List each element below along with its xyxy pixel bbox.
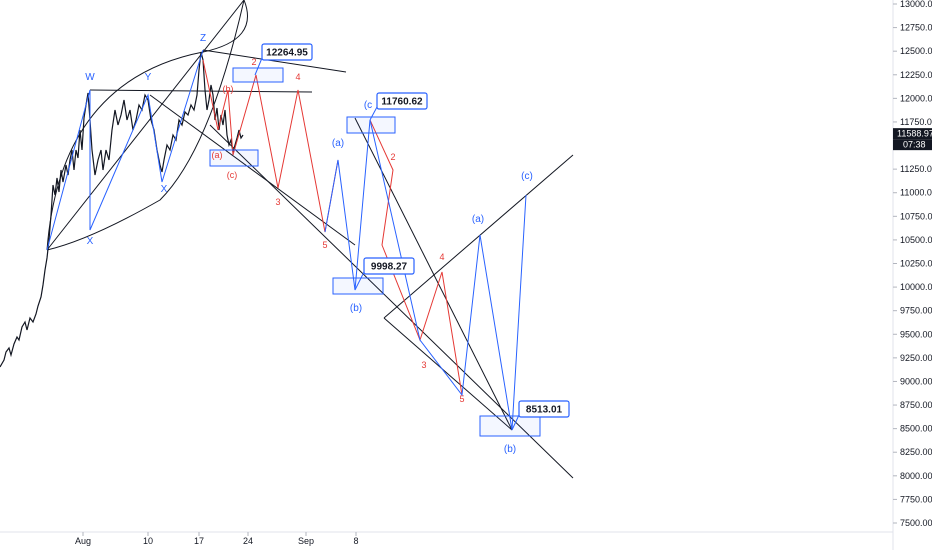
blue-wave-path	[46, 49, 204, 251]
red-wave-path	[202, 59, 339, 233]
y-tick-label: 8250.00	[900, 447, 932, 457]
y-tick-label: 10250.00	[900, 259, 932, 269]
y-tick-label: 10000.00	[900, 282, 932, 292]
y-tick-label: 10500.00	[900, 235, 932, 245]
y-tick-label: 13000.00	[900, 0, 932, 9]
y-tick-label: 12500.00	[900, 46, 932, 56]
red-wave-label: (b)	[223, 84, 234, 94]
trendline	[89, 89, 313, 93]
blue-wave-path	[369, 119, 527, 431]
y-tick-label: 11250.00	[900, 164, 932, 174]
red-wave-label: (c)	[227, 170, 238, 180]
target-box	[479, 415, 541, 437]
red-wave-label: 4	[439, 252, 444, 262]
target-box	[346, 116, 396, 134]
callout-box	[261, 43, 313, 61]
wave-label-top: W	[85, 72, 95, 83]
callout-box	[518, 400, 570, 418]
blue-wave-label: (b)	[504, 444, 516, 455]
callout-pointer	[511, 414, 520, 431]
x-tick-label: 8	[353, 536, 358, 546]
x-tick-label: 24	[243, 536, 253, 546]
red-wave-label: (a)	[212, 150, 223, 160]
trendline	[149, 94, 356, 246]
y-tick-label: 9750.00	[900, 306, 932, 316]
arc-line	[46, 0, 245, 251]
red-wave-label: 3	[275, 197, 280, 207]
y-tick-label: 8500.00	[900, 424, 932, 434]
countdown-badge	[893, 139, 932, 151]
blue-wave-path	[324, 119, 371, 291]
x-tick-label: 17	[194, 536, 204, 546]
callout-label: 11760.62	[381, 97, 423, 108]
last-price-badge	[893, 128, 932, 140]
red-wave-label: 2	[251, 57, 256, 67]
y-tick-label: 7750.00	[900, 494, 932, 504]
x-tick-label: 10	[143, 536, 153, 546]
red-wave-label: 5	[459, 394, 464, 404]
wave-label-bottom: X	[87, 236, 94, 247]
trendline	[383, 317, 513, 431]
y-tick-label: 12250.00	[900, 70, 932, 80]
y-tick-label: 10750.00	[900, 211, 932, 221]
y-tick-label: 7500.00	[900, 518, 932, 528]
y-tick-label: 11000.00	[900, 188, 932, 198]
y-tick-label: 8000.00	[900, 471, 932, 481]
red-wave-label: 5	[322, 240, 327, 250]
callout-box	[363, 257, 415, 275]
callout-label: 9998.27	[371, 262, 408, 273]
target-box	[209, 149, 259, 167]
target-box	[232, 67, 284, 83]
y-tick-label: 12750.00	[900, 23, 932, 33]
red-wave-label: 3	[421, 360, 426, 370]
callout-pointer	[354, 271, 365, 291]
wave-label-bottom: X	[161, 184, 168, 195]
blue-wave-label: (c)	[521, 171, 533, 182]
trendline	[383, 154, 574, 319]
red-wave-label: 4	[295, 72, 300, 82]
callout-pointer	[369, 106, 378, 121]
price-series	[0, 51, 244, 368]
callout-pointer	[254, 57, 263, 76]
trendline	[46, 0, 245, 251]
y-tick-label: 9000.00	[900, 376, 932, 386]
blue-wave-label: (c	[364, 100, 372, 111]
red-wave-label: 2	[390, 152, 395, 162]
callout-label: 8513.01	[526, 405, 563, 416]
y-tick-label: 11750.00	[900, 117, 932, 127]
trendline	[202, 49, 347, 73]
wave-label-top: Z	[200, 33, 206, 44]
arc-line	[46, 0, 248, 251]
y-tick-label: 8750.00	[900, 400, 932, 410]
callout-label: 12264.95	[266, 48, 308, 59]
y-tick-label: 9500.00	[900, 329, 932, 339]
blue-wave-label: (b)	[350, 303, 362, 314]
last-price-label: 11588.97	[897, 129, 932, 139]
wave-label-top: Y	[145, 72, 152, 83]
x-tick-label: Aug	[75, 536, 91, 546]
red-wave-path	[369, 119, 463, 396]
y-tick-label: 9250.00	[900, 353, 932, 363]
callout-box	[376, 92, 428, 110]
x-tick-label: Sep	[298, 536, 314, 546]
target-box	[332, 277, 384, 295]
blue-wave-label: (a)	[472, 214, 484, 225]
blue-wave-label: (a)	[332, 138, 344, 149]
y-tick-label: 12000.00	[900, 93, 932, 103]
countdown-label: 07:38	[903, 140, 926, 150]
